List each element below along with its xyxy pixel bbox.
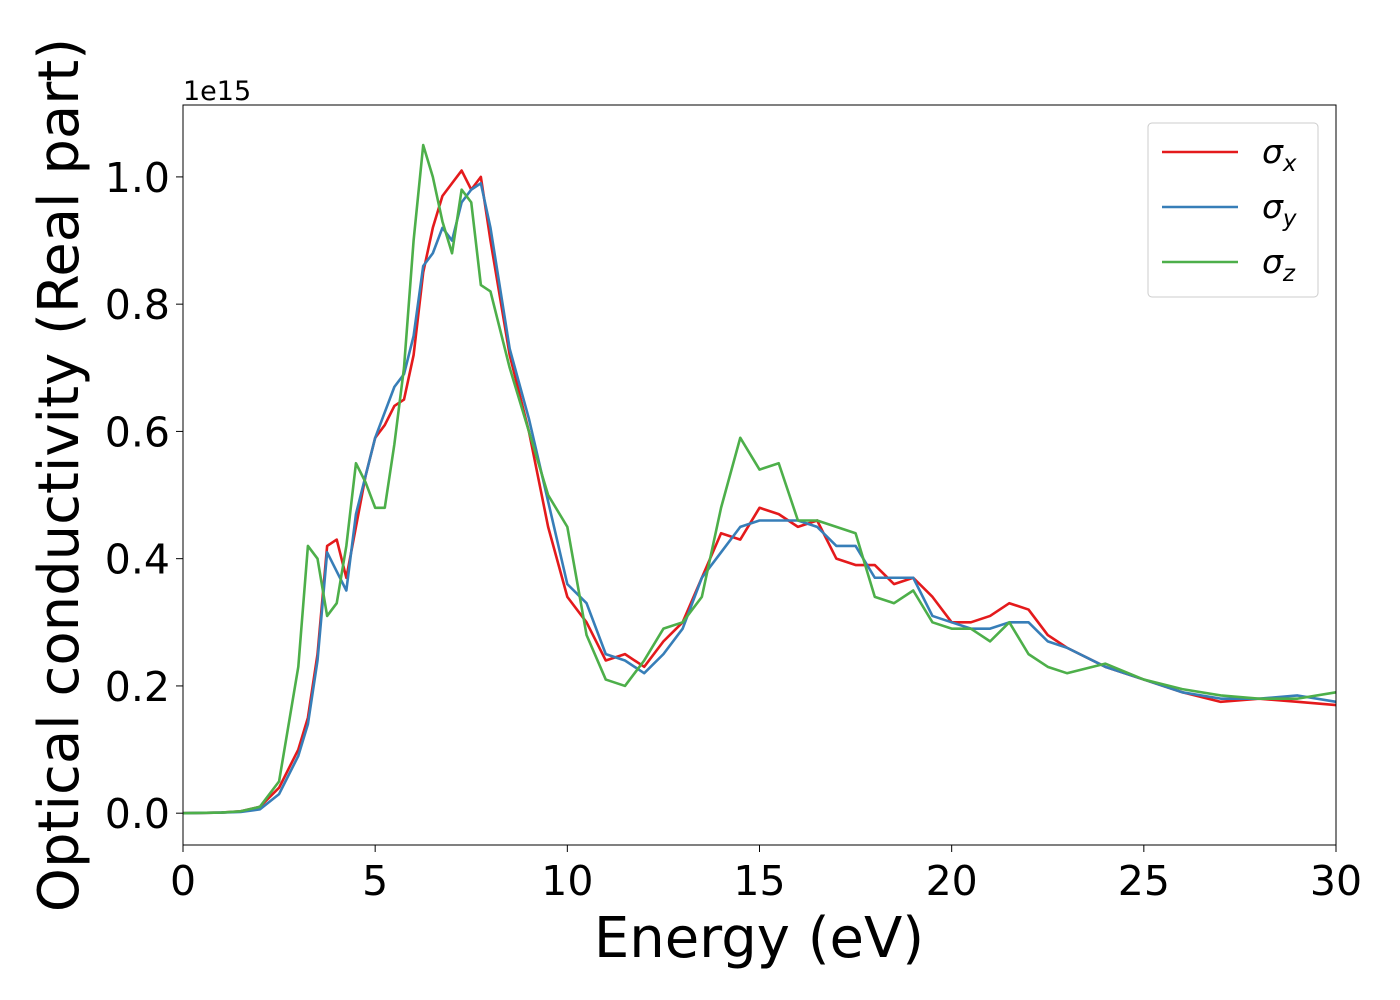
x-tick-label: 25	[1118, 857, 1170, 905]
x-tick-label: 15	[733, 857, 785, 905]
x-axis-label: Energy (eV)	[594, 906, 924, 971]
legend-label: σx	[1262, 132, 1297, 177]
y-tick-label: 0.2	[105, 663, 170, 711]
x-tick-label: 5	[362, 857, 388, 905]
y-tick-label: 0.6	[105, 408, 170, 456]
x-tick-label: 10	[541, 857, 593, 905]
x-tick-label: 0	[170, 857, 196, 905]
x-tick-label: 20	[926, 857, 978, 905]
series-line	[182, 181, 1337, 815]
y-axis-label: Optical conductivity (Real part)	[27, 38, 92, 912]
x-tick-label: 30	[1310, 857, 1362, 905]
y-tick-label: 0.8	[105, 281, 170, 329]
y-tick-label: 0.0	[105, 790, 170, 838]
y-tick-label: 0.4	[105, 536, 170, 584]
y-tick-label: 1.0	[105, 154, 170, 202]
legend-box	[1147, 122, 1319, 298]
series-line	[182, 143, 1337, 815]
y-offset-label: 1e15	[183, 76, 251, 107]
legend-label: σz	[1262, 242, 1296, 287]
plot-frame	[182, 104, 1337, 846]
legend-label: σy	[1262, 187, 1297, 232]
